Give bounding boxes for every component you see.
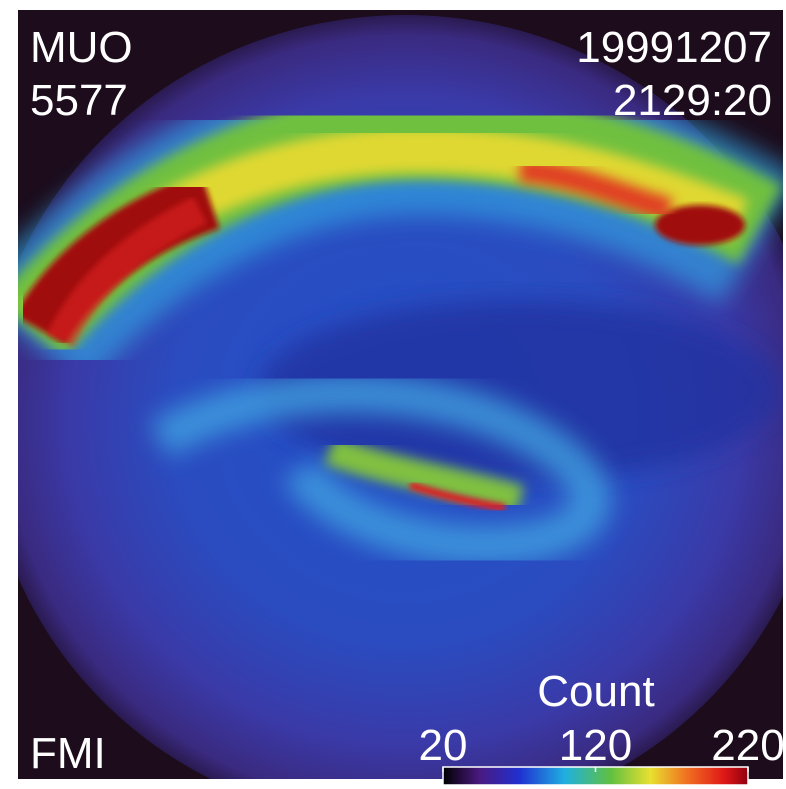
colorbar-tick-label: 20 bbox=[419, 721, 468, 770]
colorbar-tick-label: 120 bbox=[559, 721, 632, 770]
wavelength-label: 5577 bbox=[30, 76, 128, 125]
station-label: MUO bbox=[30, 23, 133, 72]
auroral-image: MUO 5577 19991207 2129:20 FMI Count 20 12… bbox=[0, 0, 786, 789]
colorbar-tick-label: 220 bbox=[711, 721, 784, 770]
time-label: 2129:20 bbox=[613, 76, 772, 125]
date-label: 19991207 bbox=[576, 23, 772, 72]
colorbar-label: Count bbox=[537, 667, 654, 716]
source-label: FMI bbox=[30, 729, 106, 778]
